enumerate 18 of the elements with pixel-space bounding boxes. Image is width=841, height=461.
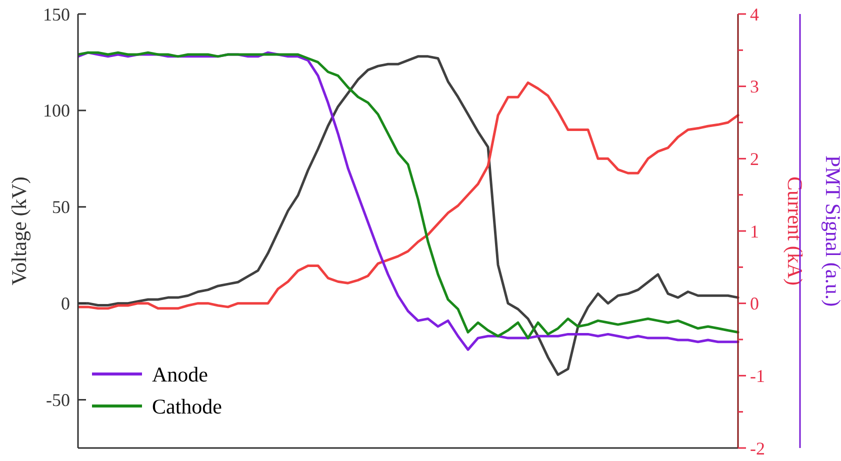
legend-label: Cathode <box>152 394 222 418</box>
y-axis-title: Voltage (kV) <box>7 176 31 286</box>
y-tick-label: 150 <box>43 4 70 24</box>
y-tick-label: 100 <box>43 100 70 121</box>
y2-tick-label: 4 <box>750 4 759 24</box>
y-tick-label: 0 <box>61 294 70 314</box>
y3-axis-title: PMT Signal (a.u.) <box>821 155 841 307</box>
y2-tick-label: -2 <box>750 438 765 458</box>
y2-tick-label: -1 <box>750 366 765 386</box>
y2-tick-label: 0 <box>750 294 759 314</box>
y2-tick-label: 2 <box>750 148 759 169</box>
line-series <box>78 81 740 310</box>
y-tick-label: -50 <box>46 390 70 410</box>
y2-tick-label: 3 <box>750 76 759 97</box>
y2-tick-label: 1 <box>750 221 759 242</box>
y-tick-label: 50 <box>52 197 70 218</box>
y2-axis-title: Current (kA) <box>783 176 807 286</box>
legend-label: Anode <box>152 362 208 386</box>
